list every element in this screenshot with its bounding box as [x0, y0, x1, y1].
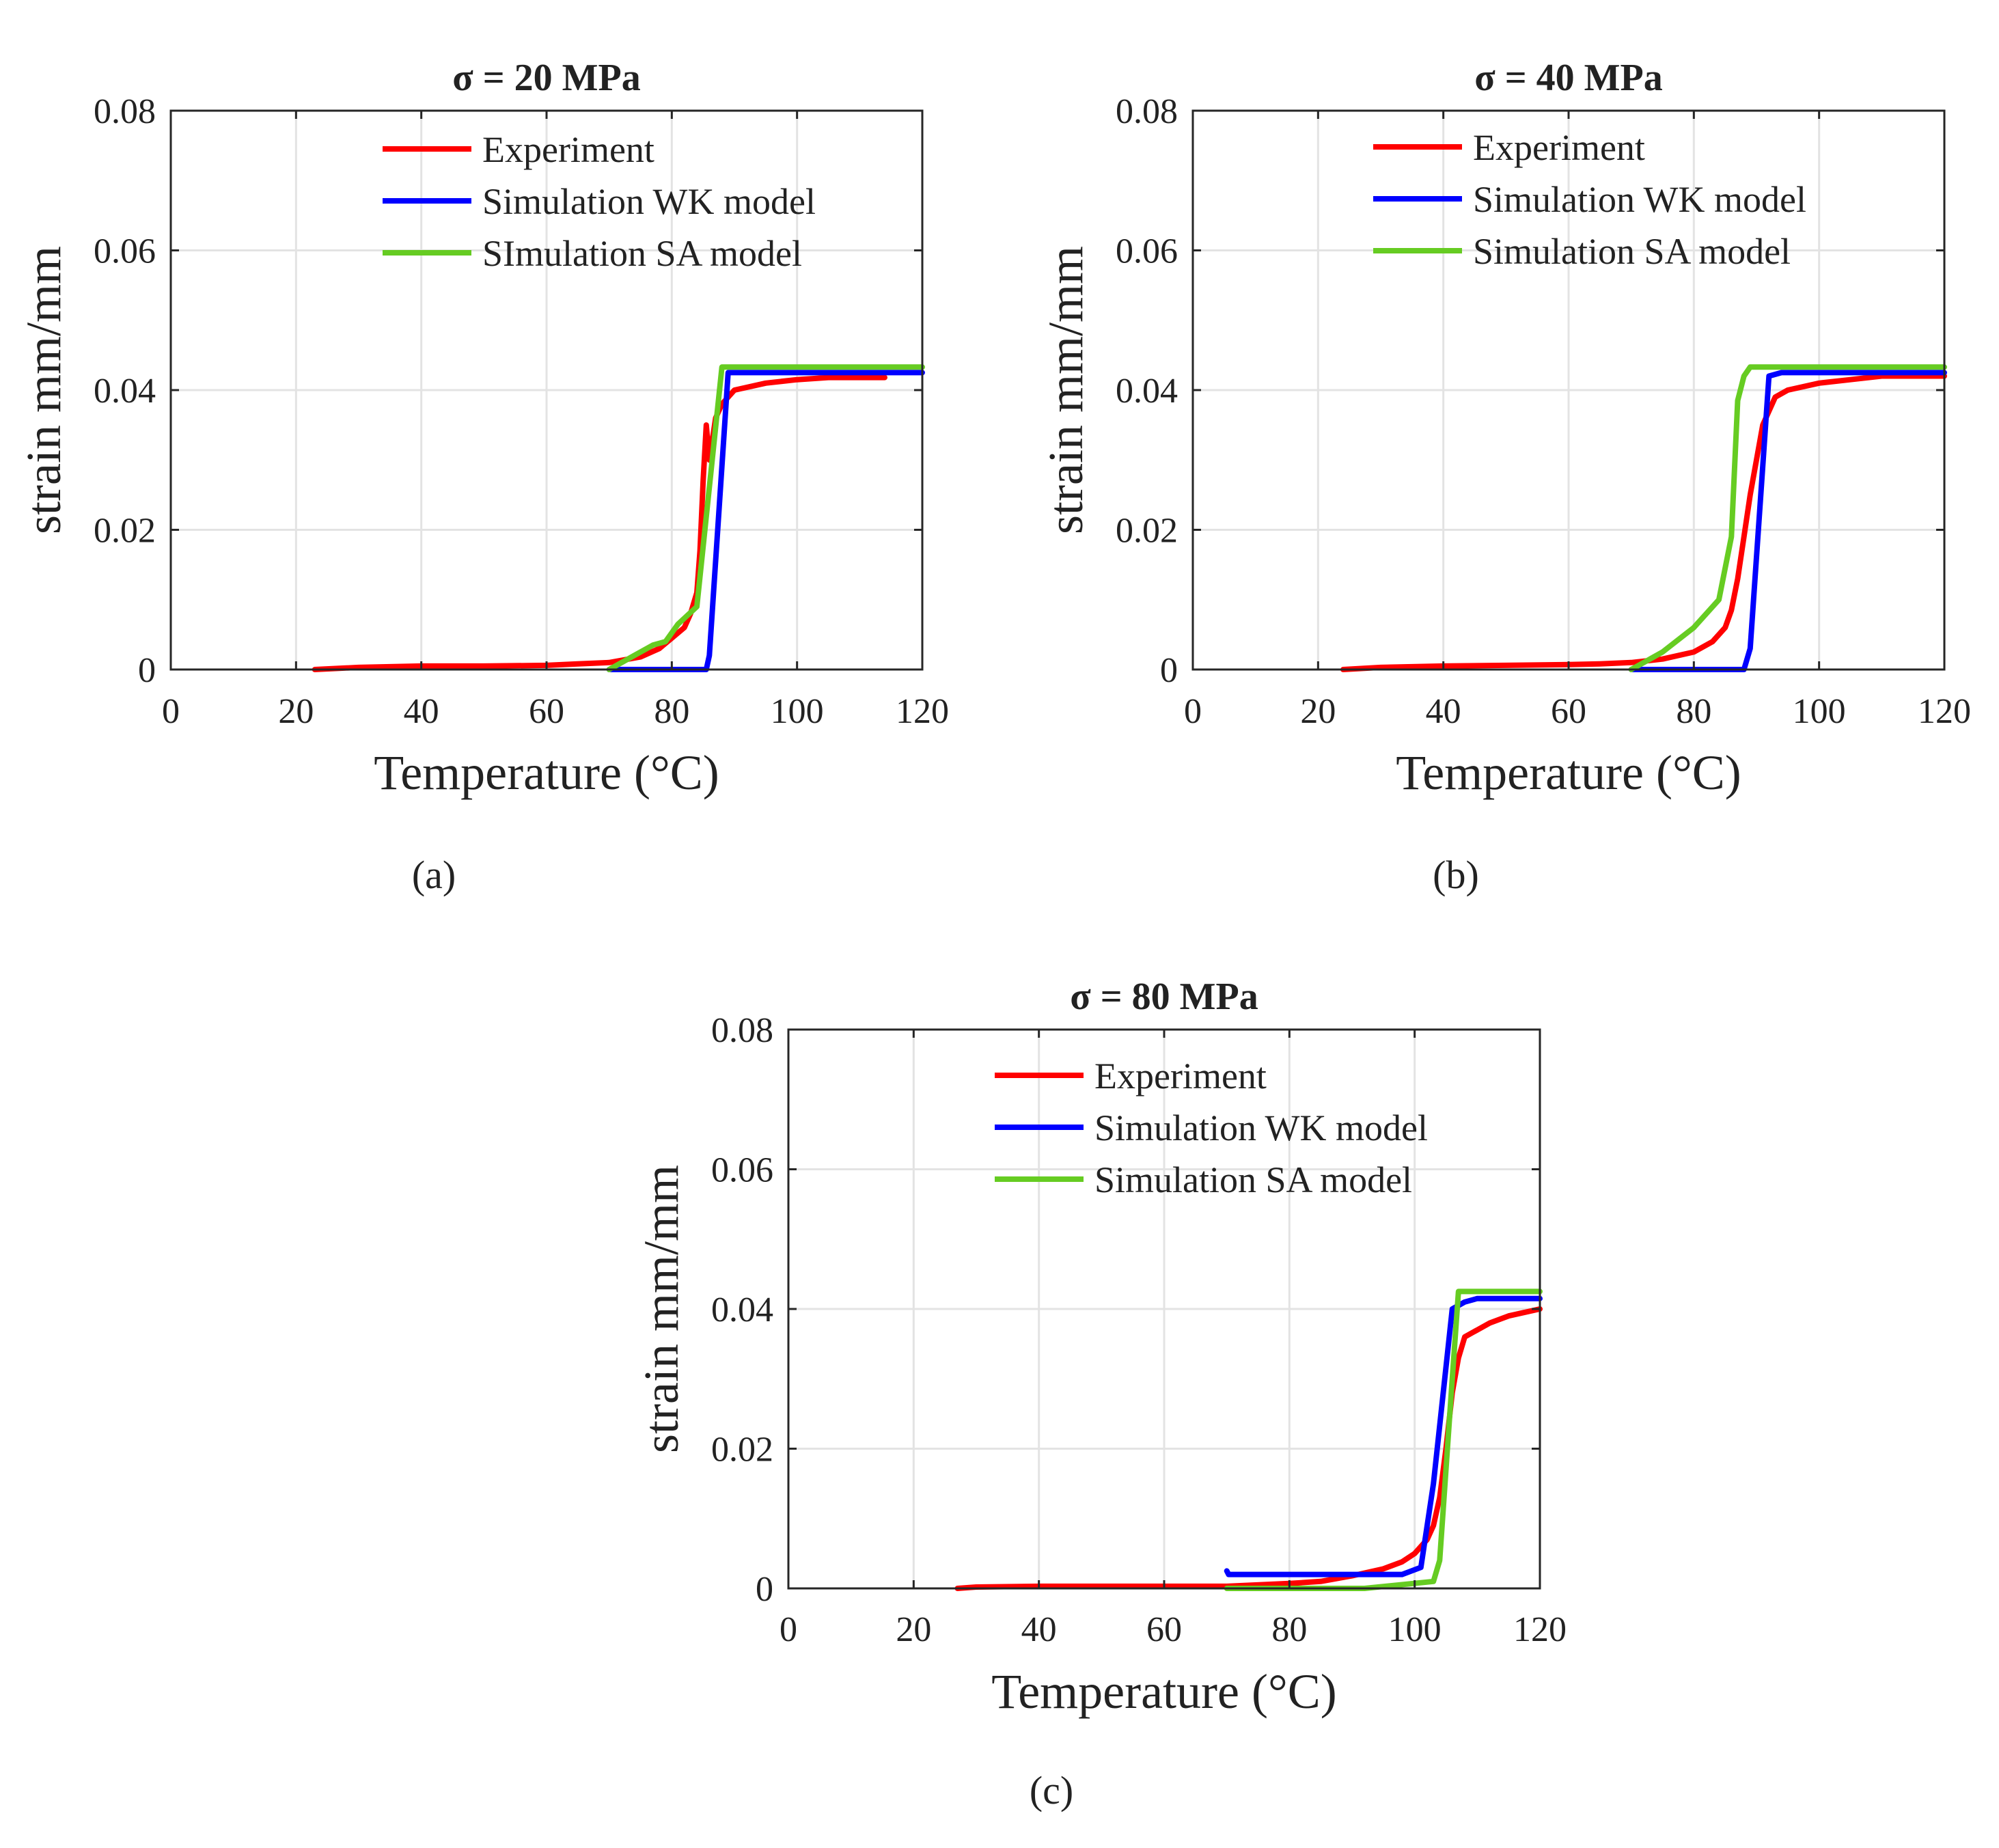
x-tick-label: 40	[404, 692, 439, 731]
y-axis-title: strain mm/mm	[16, 246, 71, 534]
x-axis-title: Temperature (°C)	[991, 1664, 1337, 1719]
x-tick-label: 100	[1793, 692, 1846, 731]
legend-label: Simulation SA model	[1473, 231, 1791, 272]
legend-label: Simulation SA model	[1094, 1159, 1412, 1200]
series-line-experiment	[954, 1306, 1543, 1591]
chart-title: σ = 40 MPa	[1474, 57, 1662, 99]
x-tick-label: 120	[896, 692, 949, 731]
y-tick-label: 0.06	[1116, 232, 1178, 271]
x-tick-label: 80	[654, 692, 689, 731]
x-tick-label: 60	[1146, 1610, 1182, 1649]
y-tick-label: 0.02	[94, 512, 156, 551]
x-tick-label: 0	[780, 1610, 797, 1649]
x-tick-label: 20	[896, 1610, 931, 1649]
legend-label: Experiment	[1094, 1056, 1267, 1097]
x-tick-label: 100	[771, 692, 824, 731]
chart-title: σ = 80 MPa	[1070, 976, 1258, 1018]
y-tick-label: 0.02	[1116, 512, 1178, 551]
x-tick-label: 20	[278, 692, 314, 731]
x-tick-label: 0	[1184, 692, 1202, 731]
series-line-experiment	[1340, 373, 1947, 672]
chart-panel-2: 0 20 40 60 80 100 120 0 0.02 0.04 0.06 0.08 σ = 40 M…	[1038, 57, 1971, 897]
legend-label: Simulation WK model	[1094, 1107, 1428, 1148]
x-tick-label: 40	[1021, 1610, 1057, 1649]
y-tick-label: 0	[138, 651, 156, 690]
y-tick-label: 0.06	[94, 232, 156, 271]
series-line-simulation-sa-model	[1628, 364, 1947, 672]
panel-label: (b)	[1433, 853, 1479, 897]
y-tick-label: 0.06	[711, 1151, 773, 1190]
y-tick-label: 0	[1160, 651, 1178, 690]
legend: Experiment Simulation WK model Simulation …	[995, 1056, 1428, 1200]
legend-label: Simulation WK model	[482, 181, 816, 222]
x-tick-label: 20	[1300, 692, 1336, 731]
y-tick-label: 0.08	[94, 92, 156, 131]
x-tick-label: 120	[1513, 1610, 1567, 1649]
legend: Experiment Simulation WK model Simulation …	[1373, 127, 1806, 272]
legend: Experiment Simulation WK model SImulation …	[383, 129, 816, 274]
legend-label: Experiment	[482, 129, 654, 170]
series-line-simulation-wk-model	[1224, 1295, 1543, 1577]
y-tick-label: 0.02	[711, 1431, 773, 1470]
panel-label: (a)	[412, 853, 456, 897]
y-tick-label: 0.04	[1116, 372, 1178, 411]
x-tick-label: 80	[1271, 1610, 1307, 1649]
legend-label: Simulation WK model	[1473, 179, 1806, 220]
panel-label: (c)	[1030, 1768, 1073, 1812]
x-axis-title: Temperature (°C)	[374, 745, 719, 800]
y-tick-label: 0.04	[94, 372, 156, 411]
series-line-simulation-sa-model	[606, 364, 925, 672]
legend-label: SImulation SA model	[482, 233, 802, 274]
y-tick-label: 0.04	[711, 1291, 773, 1329]
x-tick-label: 60	[529, 692, 564, 731]
x-tick-label: 80	[1676, 692, 1711, 731]
y-tick-label: 0.08	[711, 1011, 773, 1050]
chart-panel-1: 0 20 40 60 80 100 120 0 0.02 0.04 0.06 0.08 σ = 20 M…	[16, 57, 949, 897]
x-tick-label: 0	[162, 692, 180, 731]
x-tick-label: 120	[1918, 692, 1971, 731]
chart-title: σ = 20 MPa	[452, 57, 640, 99]
y-tick-label: 0	[756, 1570, 773, 1609]
y-tick-label: 0.08	[1116, 92, 1178, 131]
legend-label: Experiment	[1473, 127, 1645, 168]
chart-panel-3: 0 20 40 60 80 100 120 0 0.02 0.04 0.06 0.08 σ = 80 M…	[634, 976, 1567, 1812]
x-tick-label: 60	[1551, 692, 1586, 731]
x-tick-label: 100	[1388, 1610, 1442, 1649]
y-axis-title: strain mm/mm	[1038, 246, 1093, 534]
x-tick-label: 40	[1426, 692, 1461, 731]
y-axis-title: strain mm/mm	[634, 1165, 689, 1453]
x-axis-title: Temperature (°C)	[1396, 745, 1741, 800]
